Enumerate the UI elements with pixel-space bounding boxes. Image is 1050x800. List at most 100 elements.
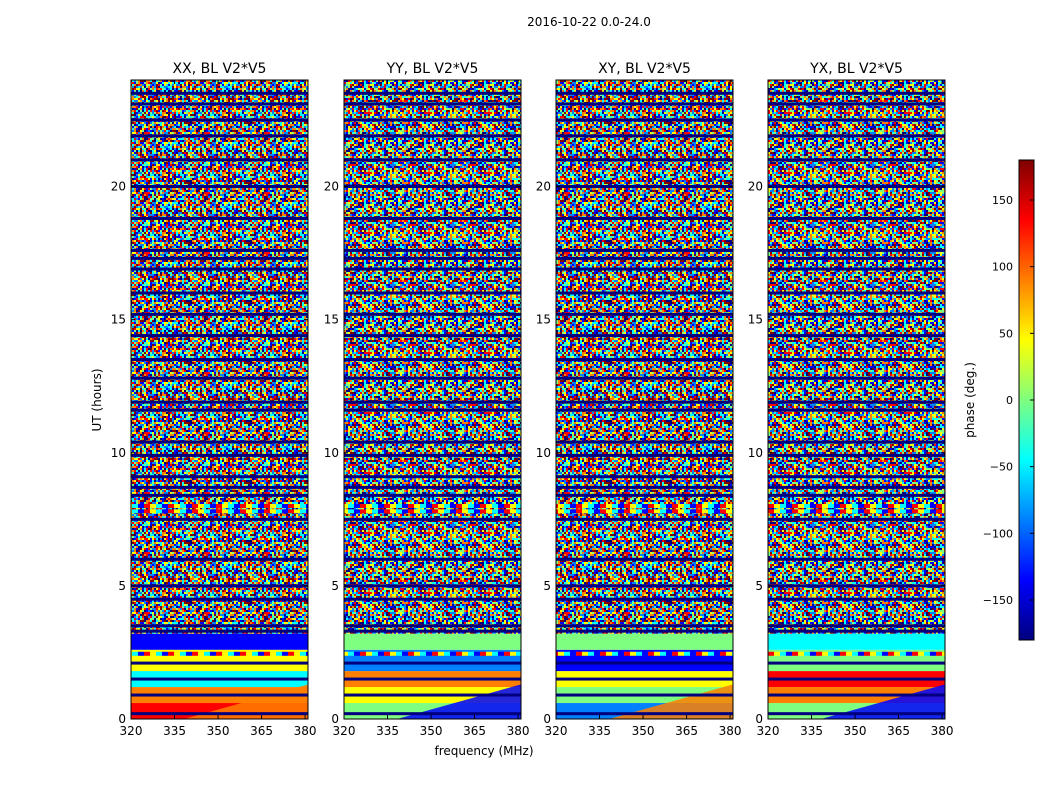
heatmap-gap-line (131, 118, 308, 121)
heatmap-gap-line (344, 92, 521, 95)
heatmap-gap-line (344, 662, 521, 665)
heatmap-gap-line (131, 92, 308, 95)
heatmap-gap-line (768, 377, 945, 380)
heatmap-gap-line (131, 401, 308, 404)
heatmap-gap-line (768, 185, 945, 188)
x-tick-label: 365 (887, 724, 910, 738)
heatmap-gap-line (768, 678, 945, 681)
heatmap-gap-line (556, 268, 733, 271)
heatmap-gap-line (344, 454, 521, 457)
heatmap-gap-line (768, 118, 945, 121)
colorbar-tick-label: −50 (990, 461, 1013, 474)
figure: 2016-10-22 0.0-24.0 XX, BL V2*V5320 335 35… (0, 0, 1050, 800)
heatmap-gap-line (344, 334, 521, 337)
heatmap-gap-line (344, 134, 521, 137)
heatmap-gap-line (344, 441, 521, 444)
heatmap-noise (344, 80, 521, 634)
figure-title: 2016-10-22 0.0-24.0 (527, 15, 651, 29)
heatmap-gap-line (131, 584, 308, 587)
heatmap-gap-line (768, 249, 945, 252)
y-tick-label: 15 (748, 313, 763, 327)
heatmap-stripe (131, 504, 308, 508)
x-tick-label: 380 (719, 724, 742, 738)
heatmap-stripe (131, 652, 308, 656)
y-tick-label: 0 (755, 712, 763, 726)
heatmap-gap-line (556, 409, 733, 412)
heatmap-stripe (344, 509, 521, 513)
heatmap-gap-line (344, 694, 521, 697)
heatmap-gap-line (131, 217, 308, 220)
y-axis-label: UT (hours) (90, 368, 104, 431)
heatmap-gap-line (131, 662, 308, 665)
heatmap-gap-line (556, 377, 733, 380)
heatmap-gap-line (556, 217, 733, 220)
y-tick-label: 5 (755, 579, 763, 593)
heatmap-gap-line (556, 102, 733, 105)
x-axis-label: frequency (MHz) (434, 744, 533, 758)
heatmap-gap-line (556, 630, 733, 633)
heatmap-gap-line (131, 694, 308, 697)
heatmap-gap-line (131, 102, 308, 105)
heatmap-gap-line (768, 624, 945, 627)
heatmap-gap-line (344, 185, 521, 188)
heatmap-gap-line (556, 624, 733, 627)
heatmap-gap-line (556, 118, 733, 121)
heatmap-gap-line (344, 584, 521, 587)
heatmap-gap-line (556, 454, 733, 457)
y-tick-label: 10 (324, 446, 339, 460)
heatmap-band (768, 634, 945, 650)
y-tick-label: 0 (331, 712, 339, 726)
heatmap-gap-line (556, 249, 733, 252)
heatmap-stripe (768, 509, 945, 513)
x-tick-label: 320 (333, 724, 356, 738)
heatmap-noise (556, 80, 733, 634)
heatmap-gap-line (344, 102, 521, 105)
heatmap-gap-line (556, 678, 733, 681)
heatmap-gap-line (556, 313, 733, 316)
heatmap-gap-line (556, 358, 733, 361)
heatmap-gap-line (344, 518, 521, 521)
heatmap-gap-line (344, 678, 521, 681)
heatmap-gap-line (768, 694, 945, 697)
heatmap-gap-line (556, 694, 733, 697)
heatmap-gap-line (131, 268, 308, 271)
heatmap-gap-line (344, 486, 521, 489)
panel-title: YX, BL V2*V5 (809, 61, 903, 77)
heatmap-gap-line (768, 712, 945, 715)
y-tick-label: 20 (536, 180, 551, 194)
colorbar-label: phase (deg.) (963, 362, 977, 438)
heatmap-gap-line (556, 518, 733, 521)
x-tick-label: 350 (420, 724, 443, 738)
x-tick-label: 335 (800, 724, 823, 738)
colorbar-tick-label: 50 (999, 327, 1013, 340)
heatmap-gap-line (344, 257, 521, 260)
heatmap-gap-line (556, 158, 733, 161)
heatmap-gap-line (556, 92, 733, 95)
heatmap-stripe (131, 509, 308, 513)
heatmap-panel-1: XX, BL V2*V5 320 335 350 365 380 0 5 10 15 20 (111, 61, 317, 738)
x-tick-label: 380 (931, 724, 954, 738)
heatmap-gap-line (131, 712, 308, 715)
heatmap-gap-line (344, 313, 521, 316)
colorbar-tick-label: −150 (983, 594, 1013, 607)
heatmap-gap-line (768, 257, 945, 260)
heatmap-gap-line (131, 158, 308, 161)
y-tick-label: 15 (111, 313, 126, 327)
heatmap-band (131, 634, 308, 650)
heatmap-gap-line (344, 249, 521, 252)
x-tick-label: 350 (844, 724, 867, 738)
heatmap-gap-line (768, 292, 945, 295)
x-tick-label: 350 (207, 724, 230, 738)
heatmap-gap-line (344, 624, 521, 627)
x-tick-label: 320 (757, 724, 780, 738)
heatmap-gap-line (131, 441, 308, 444)
x-tick-label: 380 (294, 724, 317, 738)
panel-title: XY, BL V2*V5 (598, 61, 691, 77)
panel-title: YY, BL V2*V5 (386, 61, 479, 77)
heatmap-gap-line (768, 401, 945, 404)
heatmap-gap-line (768, 441, 945, 444)
heatmap-gap-line (768, 134, 945, 137)
heatmap-gap-line (556, 584, 733, 587)
colorbar-tick-label: 0 (1006, 394, 1013, 407)
